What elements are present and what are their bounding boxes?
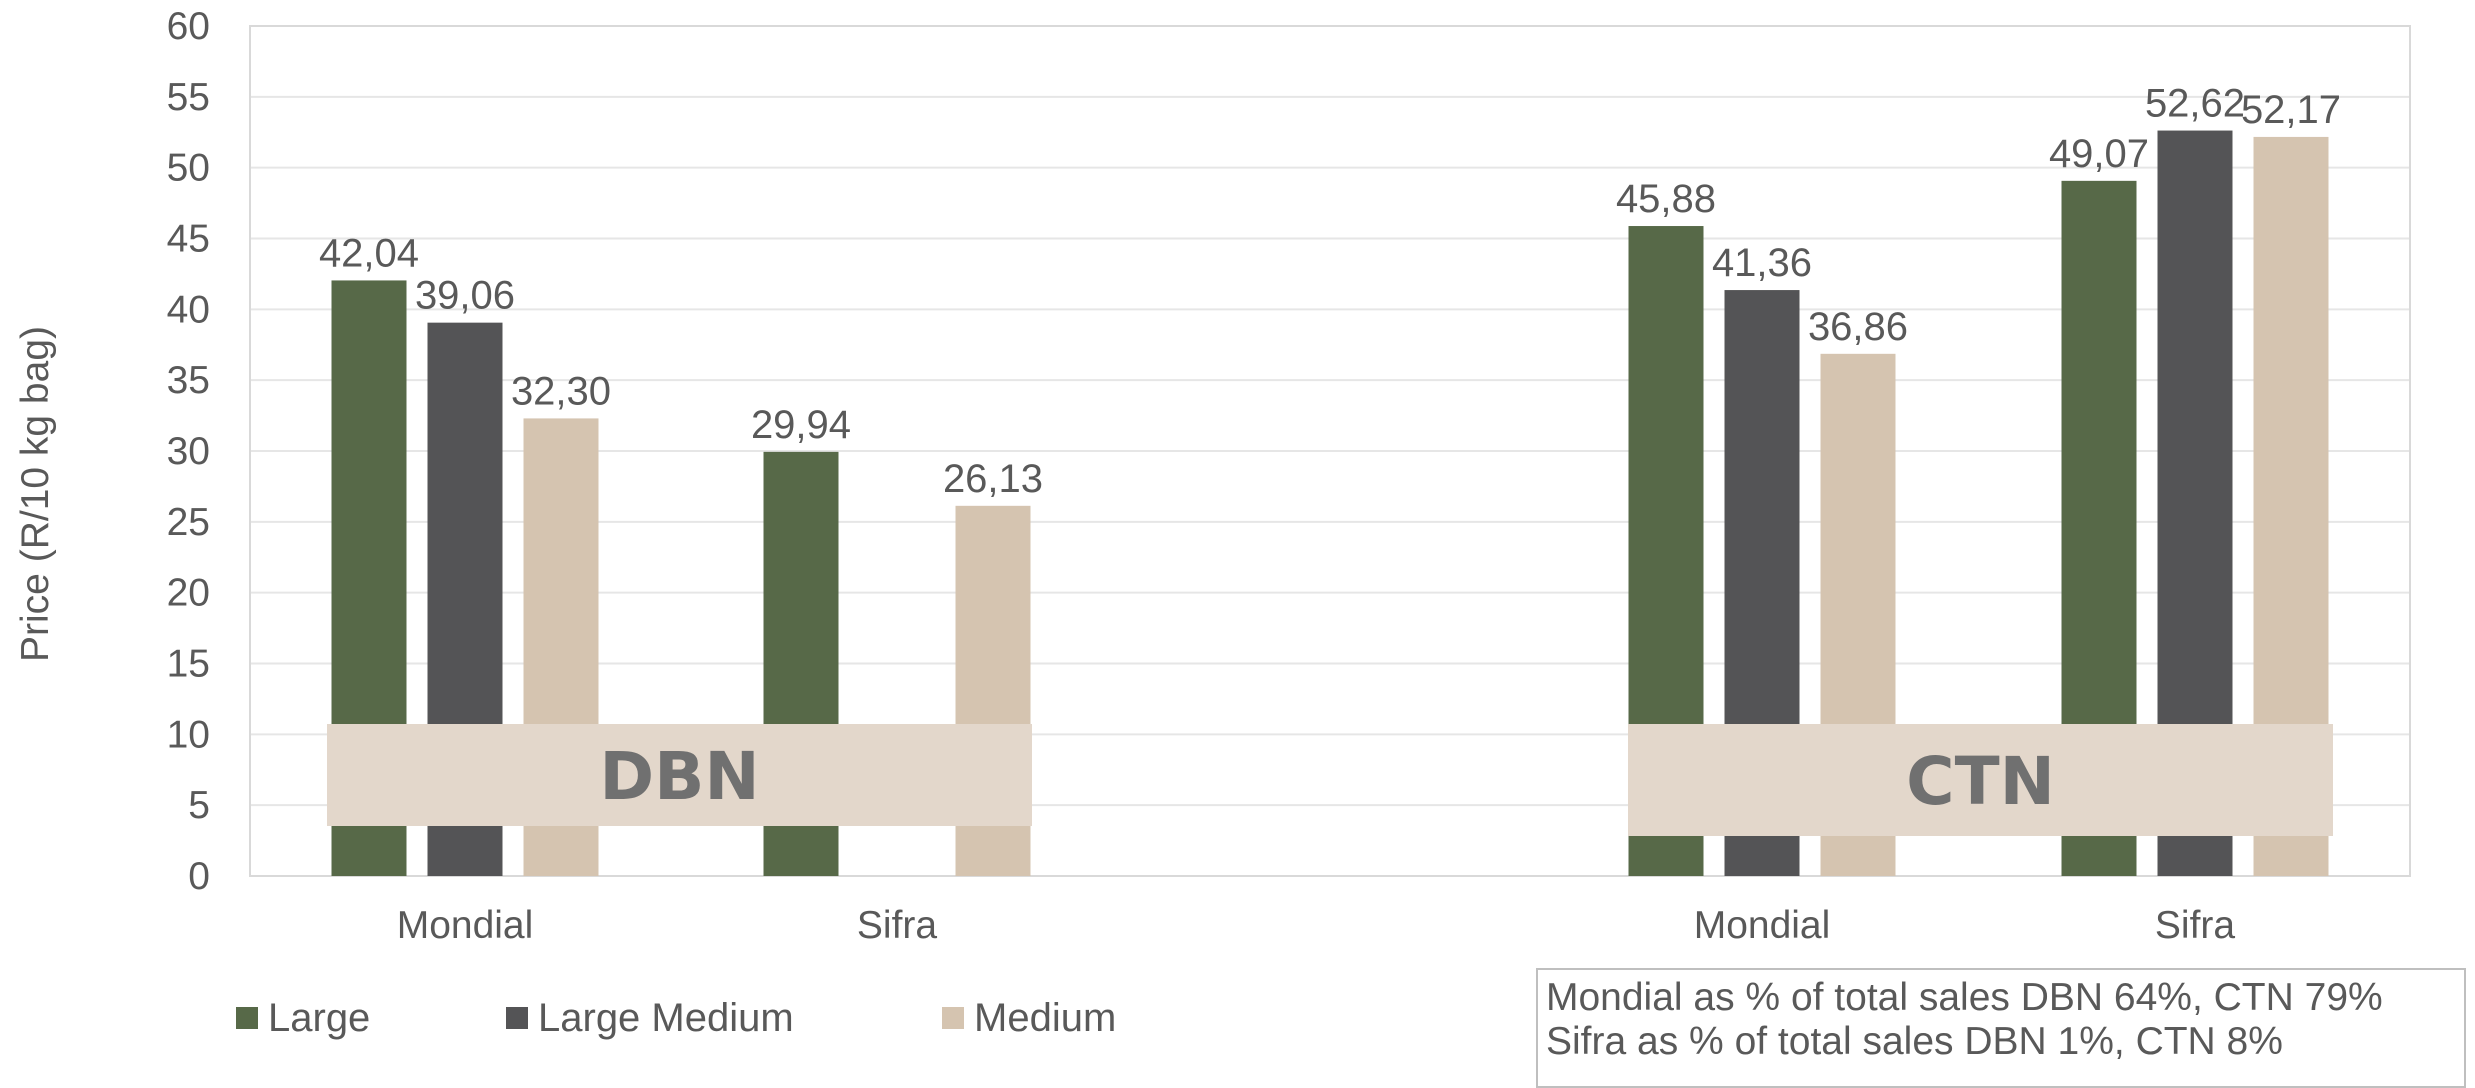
data-label: 45,88: [1616, 177, 1716, 221]
y-tick-label: 50: [167, 147, 210, 190]
x-category-label: Sifra: [2155, 904, 2236, 947]
group-label: CTN: [1906, 743, 2055, 820]
legend-label: Large: [268, 995, 371, 1040]
y-tick-label: 5: [188, 784, 210, 827]
data-label: 49,07: [2049, 132, 2149, 176]
sales-share-note: Mondial as % of total sales DBN 64%, CTN…: [1536, 968, 2466, 1088]
legend-swatch: [236, 1007, 258, 1029]
note-line-mondial: Mondial as % of total sales DBN 64%, CTN…: [1546, 976, 2383, 1019]
data-label: 26,13: [943, 457, 1043, 501]
data-label: 42,04: [319, 231, 419, 275]
legend-swatch: [942, 1007, 964, 1029]
y-tick-label: 35: [167, 359, 210, 402]
note-line-sifra: Sifra as % of total sales DBN 1%, CTN 8%: [1546, 1020, 2283, 1063]
legend-item: Large Medium: [506, 996, 794, 1041]
data-label: 29,94: [751, 403, 851, 447]
y-tick-label: 10: [167, 713, 210, 756]
bars: [331, 130, 2329, 877]
y-tick-label: 40: [167, 288, 210, 331]
group-banner: [1628, 724, 2333, 836]
group-banner: [327, 724, 1032, 826]
y-tick-label: 20: [167, 572, 210, 615]
data-label: 36,86: [1808, 305, 1908, 349]
legend-item: Medium: [942, 996, 1116, 1041]
y-axis-title: Price (R/10 kg bag): [14, 326, 57, 662]
x-category-label: Mondial: [1694, 904, 1831, 947]
data-label: 41,36: [1712, 241, 1812, 285]
group-label: DBN: [599, 738, 759, 815]
y-tick-label: 30: [167, 430, 210, 473]
y-tick-label: 55: [167, 76, 210, 119]
x-category-label: Mondial: [397, 904, 534, 947]
category-labels: Mondial Sifra Mondial Sifra: [397, 904, 2236, 947]
y-tick-label: 25: [167, 501, 210, 544]
y-axis: 0 5 10 15 20 25 30 35 40 45 50 55 60: [167, 5, 210, 898]
x-category-label: Sifra: [857, 904, 938, 947]
y-tick-label: 15: [167, 643, 210, 686]
plot-area-border: [249, 25, 2411, 877]
data-label: 32,30: [511, 369, 611, 413]
group-banners: DBN CTN: [327, 724, 2333, 836]
legend-item: Large: [236, 996, 370, 1041]
data-label: 52,17: [2241, 88, 2341, 132]
y-tick-label: 60: [167, 5, 210, 48]
legend-label: Large Medium: [538, 995, 794, 1040]
y-tick-label: 45: [167, 218, 210, 261]
data-label: 39,06: [415, 274, 515, 318]
legend-label: Medium: [974, 995, 1117, 1040]
y-tick-label: 0: [188, 855, 210, 898]
data-label: 52,62: [2145, 82, 2245, 126]
legend-swatch: [506, 1007, 528, 1029]
